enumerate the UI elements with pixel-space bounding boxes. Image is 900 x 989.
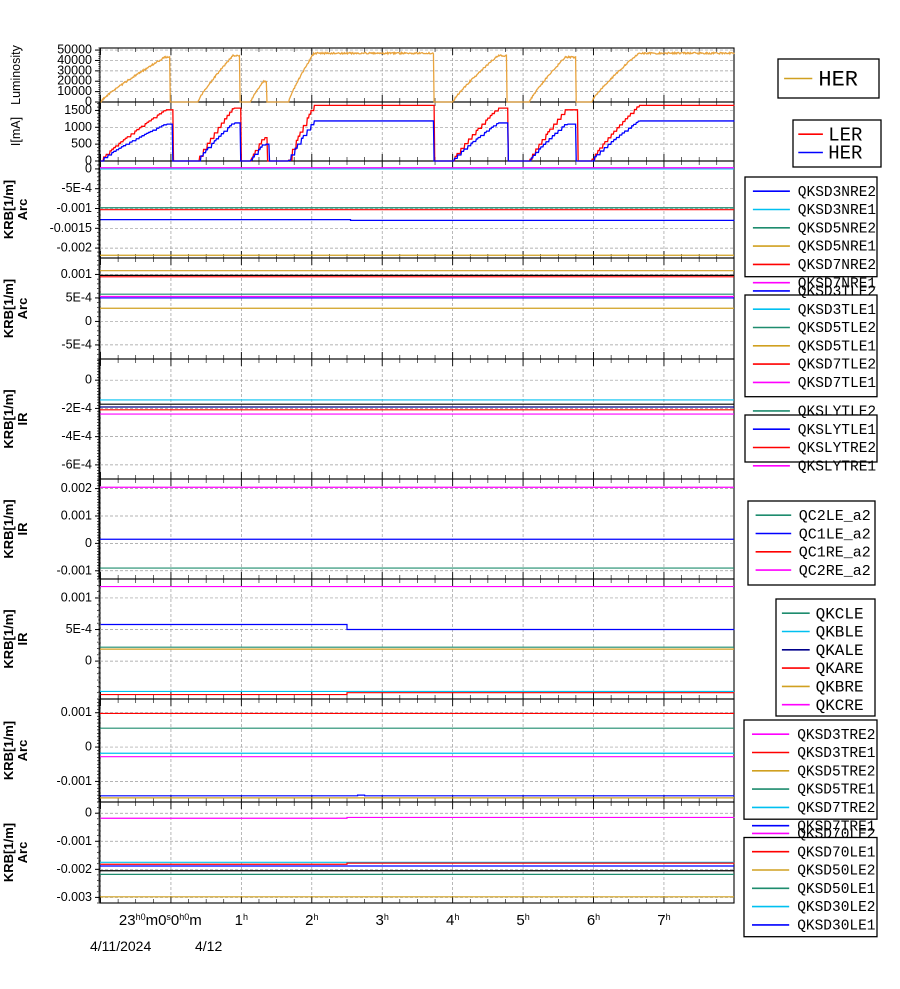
svg-text:QKSD70LE1: QKSD70LE1 bbox=[797, 845, 875, 861]
svg-text:Arc: Arc bbox=[15, 199, 30, 221]
svg-text:QC1RE_a2: QC1RE_a2 bbox=[799, 545, 871, 562]
svg-text:KRB[1/m]: KRB[1/m] bbox=[1, 180, 16, 239]
svg-text:QKSLYTRE1: QKSLYTRE1 bbox=[798, 459, 876, 475]
svg-text:0.001: 0.001 bbox=[61, 705, 92, 719]
svg-text:-5E-4: -5E-4 bbox=[61, 181, 92, 195]
svg-text:QC2LE_a2: QC2LE_a2 bbox=[799, 508, 871, 525]
svg-text:QKARE: QKARE bbox=[816, 660, 864, 678]
svg-text:QKSD50LE2: QKSD50LE2 bbox=[797, 864, 875, 880]
svg-text:KRB[1/m]: KRB[1/m] bbox=[1, 721, 16, 780]
svg-text:0: 0 bbox=[85, 314, 92, 328]
svg-text:-0.001: -0.001 bbox=[57, 563, 92, 577]
svg-text:0.001: 0.001 bbox=[61, 267, 92, 281]
svg-text:0.001: 0.001 bbox=[61, 590, 92, 604]
svg-text:1500: 1500 bbox=[64, 103, 92, 117]
svg-text:-2E-4: -2E-4 bbox=[61, 401, 92, 415]
svg-text:KRB[1/m]: KRB[1/m] bbox=[1, 389, 16, 448]
svg-text:0: 0 bbox=[85, 806, 92, 820]
svg-text:QKSLYTLE1: QKSLYTLE1 bbox=[798, 423, 876, 439]
svg-text:QKBRE: QKBRE bbox=[816, 679, 864, 697]
svg-text:500: 500 bbox=[71, 137, 92, 151]
svg-text:-0.0015: -0.0015 bbox=[50, 221, 92, 235]
svg-text:-4E-4: -4E-4 bbox=[61, 429, 92, 443]
svg-text:4/12: 4/12 bbox=[195, 938, 222, 954]
svg-text:5E-4: 5E-4 bbox=[66, 290, 92, 304]
svg-text:-5E-4: -5E-4 bbox=[61, 337, 92, 351]
svg-text:0.002: 0.002 bbox=[61, 481, 92, 495]
svg-text:0: 0 bbox=[85, 654, 92, 668]
svg-text:-0.001: -0.001 bbox=[57, 774, 92, 788]
svg-text:QKSD3NRE2: QKSD3NRE2 bbox=[798, 185, 876, 201]
svg-text:IR: IR bbox=[15, 632, 30, 646]
svg-text:QKSD5TLE1: QKSD5TLE1 bbox=[798, 339, 876, 355]
svg-text:4/11/2024: 4/11/2024 bbox=[90, 938, 151, 954]
svg-text:QKSD30LE1: QKSD30LE1 bbox=[797, 919, 875, 935]
svg-text:QKSD5NRE1: QKSD5NRE1 bbox=[798, 240, 876, 256]
svg-text:HER: HER bbox=[828, 143, 862, 165]
svg-text:-0.002: -0.002 bbox=[57, 862, 92, 876]
svg-text:-0.002: -0.002 bbox=[57, 241, 92, 255]
svg-text:QKSD7NRE2: QKSD7NRE2 bbox=[798, 258, 876, 274]
svg-text:QKSD3TRE1: QKSD3TRE1 bbox=[797, 746, 875, 762]
svg-text:QKSD7TLE2: QKSD7TLE2 bbox=[798, 358, 876, 374]
svg-text:QKSD3TLE1: QKSD3TLE1 bbox=[798, 303, 876, 319]
svg-text:QKBLE: QKBLE bbox=[816, 624, 864, 642]
svg-text:QKSD3TRE2: QKSD3TRE2 bbox=[797, 728, 875, 744]
svg-text:QKSD3NRE1: QKSD3NRE1 bbox=[798, 203, 876, 219]
svg-text:-6E-4: -6E-4 bbox=[61, 457, 92, 471]
svg-text:QKSLYTLE2: QKSLYTLE2 bbox=[798, 405, 876, 421]
svg-text:1000: 1000 bbox=[64, 120, 92, 134]
svg-text:QKSD30LE2: QKSD30LE2 bbox=[797, 900, 875, 916]
svg-text:-0.001: -0.001 bbox=[57, 201, 92, 215]
svg-text:5E-4: 5E-4 bbox=[66, 622, 92, 636]
svg-text:QKSD50LE1: QKSD50LE1 bbox=[797, 882, 875, 898]
svg-text:-0.001: -0.001 bbox=[57, 834, 92, 848]
svg-text:HER: HER bbox=[818, 68, 858, 93]
svg-text:Arc: Arc bbox=[15, 740, 30, 762]
svg-text:0: 0 bbox=[85, 536, 92, 550]
svg-text:I[mA]: I[mA] bbox=[9, 117, 23, 146]
svg-text:KRB[1/m]: KRB[1/m] bbox=[1, 279, 16, 338]
svg-text:QC1LE_a2: QC1LE_a2 bbox=[799, 526, 871, 543]
svg-text:QKSD5TRE2: QKSD5TRE2 bbox=[797, 764, 875, 780]
svg-text:KRB[1/m]: KRB[1/m] bbox=[1, 823, 16, 882]
svg-text:23h0m0s: 23h0m0s bbox=[119, 912, 172, 929]
svg-text:QKSD5TLE2: QKSD5TLE2 bbox=[798, 321, 876, 337]
svg-text:-0.003: -0.003 bbox=[57, 890, 92, 904]
svg-text:0.001: 0.001 bbox=[61, 508, 92, 522]
svg-text:Arc: Arc bbox=[15, 842, 30, 864]
svg-text:QKCRE: QKCRE bbox=[816, 697, 864, 715]
svg-text:IR: IR bbox=[15, 412, 30, 426]
svg-text:0: 0 bbox=[85, 740, 92, 754]
svg-text:0: 0 bbox=[85, 373, 92, 387]
svg-text:QKSD70LE2: QKSD70LE2 bbox=[797, 827, 875, 843]
svg-text:50000: 50000 bbox=[57, 43, 92, 57]
svg-text:QKSD5NRE2: QKSD5NRE2 bbox=[798, 221, 876, 237]
svg-text:QKSD3TLE2: QKSD3TLE2 bbox=[798, 285, 876, 301]
svg-text:QC2RE_a2: QC2RE_a2 bbox=[799, 563, 871, 580]
svg-text:KRB[1/m]: KRB[1/m] bbox=[1, 609, 16, 668]
svg-text:QKALE: QKALE bbox=[816, 642, 864, 660]
svg-text:QKSD5TRE1: QKSD5TRE1 bbox=[797, 783, 875, 799]
svg-text:Arc: Arc bbox=[15, 298, 30, 320]
svg-text:QKSLYTRE2: QKSLYTRE2 bbox=[798, 441, 876, 457]
svg-text:0: 0 bbox=[85, 161, 92, 175]
svg-text:QKSD7TRE2: QKSD7TRE2 bbox=[797, 801, 875, 817]
svg-text:IR: IR bbox=[15, 522, 30, 536]
svg-text:Luminosity: Luminosity bbox=[9, 44, 23, 104]
svg-text:KRB[1/m]: KRB[1/m] bbox=[1, 499, 16, 558]
svg-text:QKCLE: QKCLE bbox=[816, 605, 864, 623]
svg-text:QKSD7TLE1: QKSD7TLE1 bbox=[798, 376, 876, 392]
